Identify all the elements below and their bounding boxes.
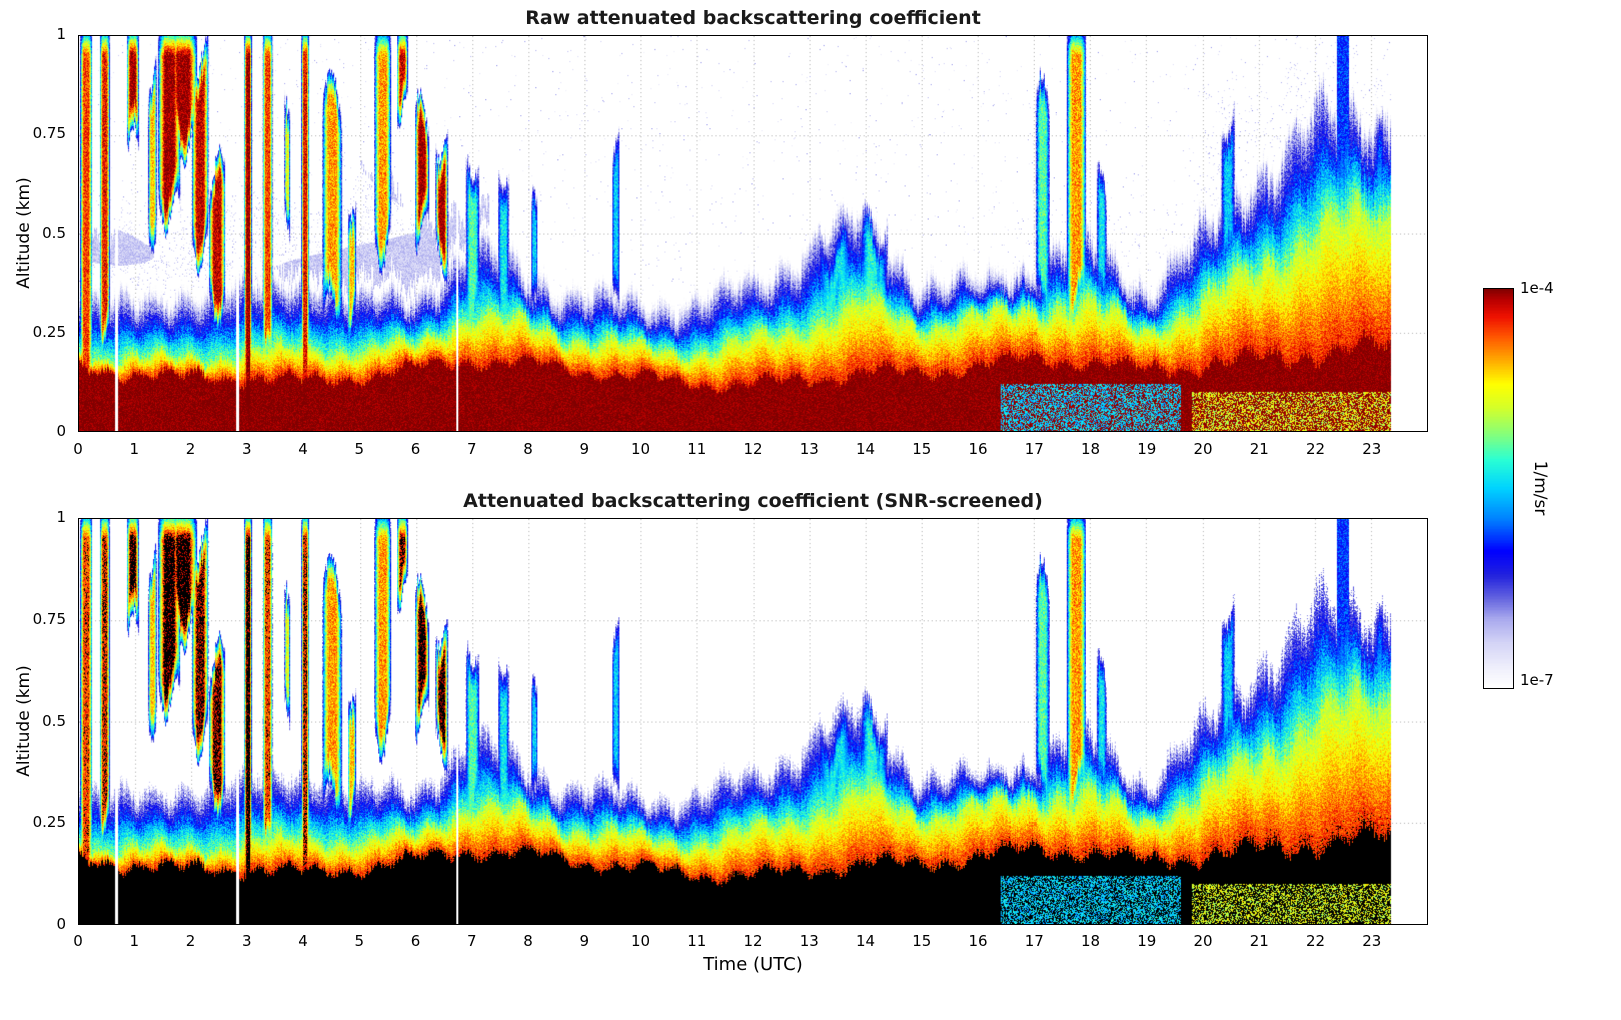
x-tick-label: 21 bbox=[1249, 932, 1269, 950]
x-tick-label: 7 bbox=[466, 932, 477, 950]
x-tick-label: 5 bbox=[354, 440, 365, 458]
colorbar-max-tick-label: 1e-4 bbox=[1520, 279, 1554, 297]
x-tick-label: 4 bbox=[298, 440, 308, 458]
x-tick-label: 5 bbox=[354, 932, 365, 950]
x-tick-label: 23 bbox=[1362, 932, 1382, 950]
x-tick-label: 10 bbox=[630, 932, 651, 950]
raw-plot-title: Raw attenuated backscattering coefficien… bbox=[525, 7, 981, 29]
x-tick-label: 2 bbox=[185, 932, 196, 950]
x-tick-label: 0 bbox=[73, 440, 83, 458]
x-tick-label: 15 bbox=[912, 932, 932, 950]
colorbar bbox=[1483, 288, 1514, 689]
y-tick-label: 1 bbox=[56, 25, 66, 43]
screened-plot-title: Attenuated backscattering coefficient (S… bbox=[463, 490, 1043, 512]
x-tick-label: 20 bbox=[1193, 932, 1213, 950]
colorbar-units-label: 1/m/sr bbox=[1530, 460, 1550, 516]
x-tick-label: 13 bbox=[799, 932, 819, 950]
x-tick-label: 17 bbox=[1024, 932, 1044, 950]
x-tick-label: 4 bbox=[298, 932, 308, 950]
x-tick-label: 11 bbox=[687, 932, 707, 950]
x-tick-label: 8 bbox=[523, 440, 533, 458]
raw-plot-area bbox=[78, 35, 1428, 432]
x-tick-label: 8 bbox=[523, 932, 533, 950]
raw-y-axis-label: Altitude (km) bbox=[14, 177, 34, 289]
x-tick-label: 9 bbox=[579, 932, 590, 950]
x-tick-label: 2 bbox=[185, 440, 196, 458]
x-tick-label: 11 bbox=[687, 440, 707, 458]
raw-heatmap-canvas bbox=[79, 36, 1427, 431]
x-tick-label: 18 bbox=[1080, 932, 1101, 950]
y-tick-label: 0.75 bbox=[32, 124, 66, 143]
x-tick-label: 14 bbox=[855, 932, 876, 950]
x-tick-label: 3 bbox=[241, 932, 252, 950]
x-tick-label: 9 bbox=[579, 440, 590, 458]
x-tick-label: 22 bbox=[1305, 932, 1326, 950]
x-tick-label: 16 bbox=[968, 440, 988, 458]
x-tick-label: 7 bbox=[466, 440, 477, 458]
x-tick-label: 22 bbox=[1305, 440, 1326, 458]
screened-plot-area bbox=[78, 518, 1428, 925]
x-tick-label: 12 bbox=[743, 440, 763, 458]
colorbar-min-tick-label: 1e-7 bbox=[1520, 671, 1554, 689]
x-tick-label: 6 bbox=[410, 440, 421, 458]
x-tick-label: 3 bbox=[241, 440, 252, 458]
x-tick-label: 18 bbox=[1080, 440, 1101, 458]
x-tick-label: 19 bbox=[1137, 440, 1157, 458]
x-tick-label: 6 bbox=[410, 932, 421, 950]
y-tick-label: 0.25 bbox=[32, 322, 66, 341]
x-axis-label: Time (UTC) bbox=[703, 954, 803, 975]
x-tick-label: 17 bbox=[1024, 440, 1044, 458]
x-tick-label: 19 bbox=[1137, 932, 1157, 950]
colorbar-gradient bbox=[1484, 289, 1513, 688]
x-tick-label: 10 bbox=[630, 440, 651, 458]
x-tick-label: 23 bbox=[1362, 440, 1382, 458]
x-tick-label: 14 bbox=[855, 440, 876, 458]
x-tick-label: 21 bbox=[1249, 440, 1269, 458]
y-tick-label: 1 bbox=[56, 508, 66, 526]
y-tick-label: 0.25 bbox=[32, 813, 66, 832]
y-tick-label: 0 bbox=[56, 422, 66, 440]
x-tick-label: 0 bbox=[73, 932, 83, 950]
x-tick-label: 16 bbox=[968, 932, 988, 950]
x-tick-label: 1 bbox=[129, 440, 140, 458]
x-tick-label: 13 bbox=[799, 440, 819, 458]
y-tick-label: 0.75 bbox=[32, 609, 66, 628]
screened-heatmap-canvas bbox=[79, 519, 1427, 924]
x-tick-label: 20 bbox=[1193, 440, 1213, 458]
screened-y-axis-label: Altitude (km) bbox=[14, 665, 34, 777]
x-tick-label: 15 bbox=[912, 440, 932, 458]
x-tick-label: 12 bbox=[743, 932, 763, 950]
x-tick-label: 1 bbox=[129, 932, 140, 950]
y-tick-label: 0 bbox=[56, 915, 66, 933]
